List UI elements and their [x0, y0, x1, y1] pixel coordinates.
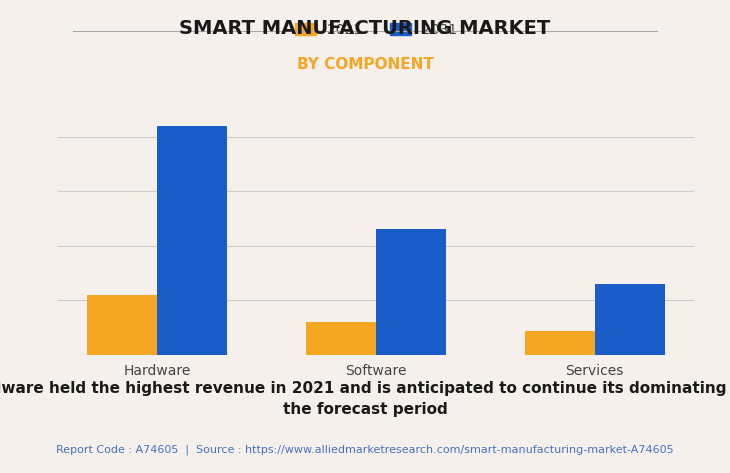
Text: Report Code : A74605  |  Source : https://www.alliedmarketresearch.com/smart-man: Report Code : A74605 | Source : https://… — [56, 445, 674, 455]
Bar — [376, 229, 446, 355]
Bar — [88, 295, 157, 355]
Text: SMART MANUFACTURING MARKET: SMART MANUFACTURING MARKET — [180, 19, 550, 38]
Text: BY COMPONENT: BY COMPONENT — [296, 57, 434, 72]
Bar — [157, 126, 227, 355]
Bar — [306, 322, 376, 355]
Legend: 2021, 2031: 2021, 2031 — [288, 16, 464, 44]
Bar — [595, 284, 664, 355]
Bar — [525, 331, 595, 355]
Text: Hardware held the highest revenue in 2021 and is anticipated to continue its dom: Hardware held the highest revenue in 202… — [0, 381, 730, 417]
